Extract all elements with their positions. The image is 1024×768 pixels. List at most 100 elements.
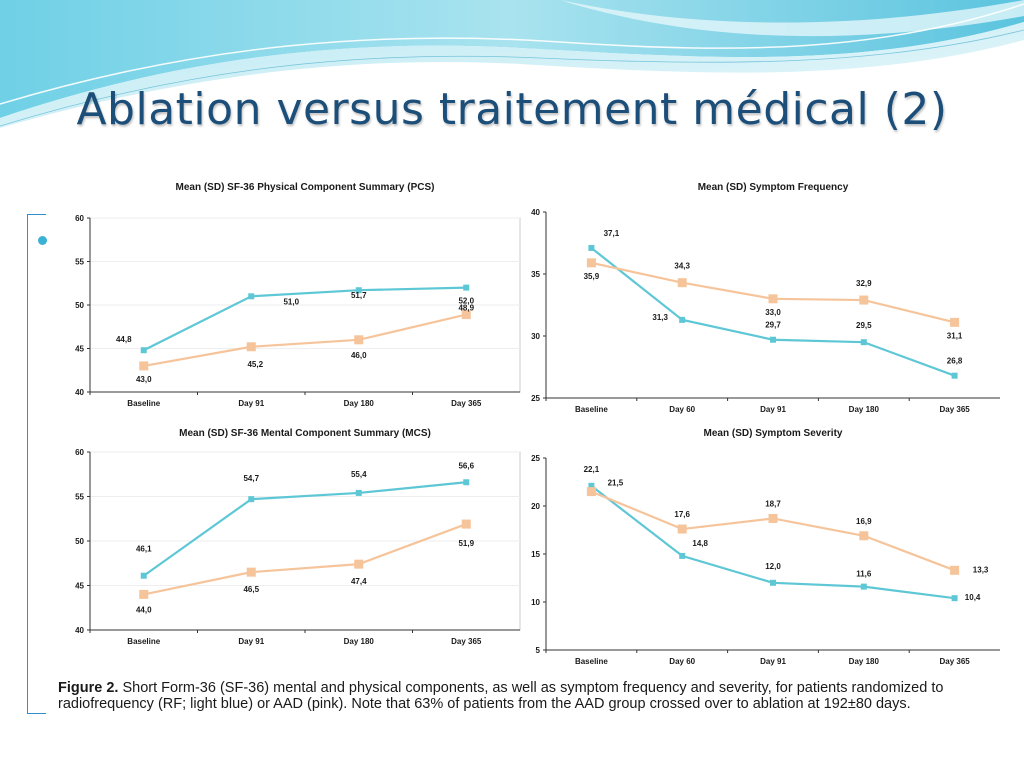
data-label-aad: 21,5: [608, 479, 624, 488]
series-line-rf: [143, 481, 467, 577]
y-tick-label: 15: [531, 550, 540, 559]
chart-4: Mean (SD) Symptom Severity 5 10 15 20 25 Basel…: [531, 428, 1000, 666]
data-point-aad: [139, 361, 149, 371]
y-tick-label: 40: [75, 626, 84, 635]
data-label-rf: 31,3: [652, 313, 668, 322]
data-point-aad: [677, 278, 687, 288]
slide-title: Ablation versus traitement médical (2): [76, 84, 948, 135]
data-label-aad: 31,1: [947, 331, 963, 340]
data-point-rf: [679, 316, 686, 323]
y-tick-label: 5: [536, 646, 541, 655]
data-label-aad: 16,9: [856, 517, 872, 526]
y-tick-label: 55: [75, 493, 84, 502]
caption-label: Figure 2.: [58, 680, 119, 696]
data-point-aad: [950, 317, 960, 327]
data-label-aad: 44,0: [136, 605, 152, 614]
y-tick-label: 25: [531, 454, 540, 463]
y-tick-label: 60: [75, 214, 84, 223]
data-point-aad: [768, 294, 778, 304]
data-point-rf: [248, 496, 255, 503]
data-point-rf: [770, 336, 776, 343]
x-tick-label: Baseline: [127, 637, 160, 646]
data-point-aad: [354, 335, 364, 345]
data-label-aad: 46,5: [243, 585, 259, 594]
data-label-aad: 35,9: [584, 272, 600, 281]
data-point-aad: [950, 565, 960, 575]
data-label-rf: 37,1: [604, 229, 620, 238]
x-tick-label: Baseline: [575, 405, 608, 414]
data-label-aad: 18,7: [765, 499, 781, 508]
data-point-aad: [139, 589, 149, 599]
data-point-aad: [768, 513, 778, 523]
data-point-rf: [355, 489, 362, 496]
y-tick-label: 60: [75, 448, 84, 457]
data-label-aad: 33,0: [765, 308, 781, 317]
data-label-aad: 17,6: [674, 510, 690, 519]
data-label-rf: 52,0: [458, 297, 474, 306]
x-tick-label: Day 91: [760, 405, 786, 414]
data-point-aad: [461, 310, 471, 320]
figure-caption: Figure 2. Short Form-36 (SF-36) mental a…: [58, 680, 1008, 712]
y-tick-label: 30: [531, 332, 540, 341]
y-tick-label: 45: [75, 345, 84, 354]
chart-title: Mean (SD) SF-36 Mental Component Summary…: [179, 428, 431, 439]
x-tick-label: Baseline: [575, 657, 608, 666]
data-point-rf: [588, 244, 595, 251]
data-point-rf: [951, 595, 958, 602]
data-point-aad: [586, 487, 596, 497]
data-point-aad: [859, 531, 869, 541]
data-label-rf: 51,7: [351, 291, 367, 300]
data-point-rf: [140, 347, 147, 354]
data-label-aad: 43,0: [136, 375, 152, 384]
data-label-aad: 32,9: [856, 279, 872, 288]
y-tick-label: 35: [531, 270, 540, 279]
data-label-rf: 22,1: [584, 465, 600, 474]
chart-1: Mean (SD) SF-36 Physical Component Summa…: [75, 182, 521, 408]
data-label-rf: 55,4: [351, 470, 367, 479]
plot-area: [546, 212, 1000, 398]
figure-panel: Mean (SD) SF-36 Physical Component Summa…: [48, 170, 1008, 732]
data-label-rf: 51,0: [283, 297, 299, 306]
y-tick-label: 40: [75, 388, 84, 397]
data-label-rf: 29,5: [856, 321, 872, 330]
y-tick-label: 10: [531, 598, 540, 607]
data-point-rf: [140, 572, 147, 579]
series-line-aad: [143, 523, 467, 596]
y-tick-label: 20: [531, 502, 540, 511]
data-point-rf: [248, 293, 255, 300]
y-tick-label: 45: [75, 582, 84, 591]
data-point-aad: [354, 559, 364, 569]
data-point-rf: [463, 284, 470, 291]
data-label-aad: 47,4: [351, 577, 367, 586]
data-point-rf: [860, 583, 867, 590]
x-tick-label: Day 91: [238, 399, 264, 408]
x-tick-label: Day 180: [849, 657, 880, 666]
chart-3: Mean (SD) SF-36 Mental Component Summary…: [75, 428, 521, 646]
data-label-rf: 29,7: [765, 321, 781, 330]
data-label-aad: 45,2: [247, 360, 263, 369]
chart-title: Mean (SD) SF-36 Physical Component Summa…: [176, 182, 435, 193]
data-point-aad: [677, 524, 687, 534]
data-label-rf: 54,7: [243, 474, 259, 483]
data-label-rf: 26,8: [947, 357, 963, 366]
data-point-aad: [246, 567, 256, 577]
data-label-aad: 46,0: [351, 351, 367, 360]
data-label-rf: 44,8: [116, 335, 132, 344]
data-point-rf: [770, 579, 776, 586]
x-tick-label: Baseline: [127, 399, 160, 408]
data-label-rf: 14,8: [692, 539, 708, 548]
x-tick-label: Day 365: [939, 657, 970, 666]
caption-text: Short Form-36 (SF-36) mental and physica…: [58, 680, 944, 712]
data-point-aad: [859, 295, 869, 305]
data-label-aad: 51,9: [458, 539, 474, 548]
series-line-rf: [143, 286, 467, 352]
data-point-rf: [951, 372, 958, 379]
content-bracket: [27, 214, 46, 714]
x-tick-label: Day 365: [451, 399, 482, 408]
chart-2: Mean (SD) Symptom Frequency 25 30 35 40 Basel…: [531, 182, 1000, 414]
data-label-rf: 10,4: [965, 593, 981, 602]
data-label-rf: 56,6: [458, 461, 474, 470]
x-tick-label: Day 180: [849, 405, 880, 414]
data-point-aad: [586, 258, 596, 268]
